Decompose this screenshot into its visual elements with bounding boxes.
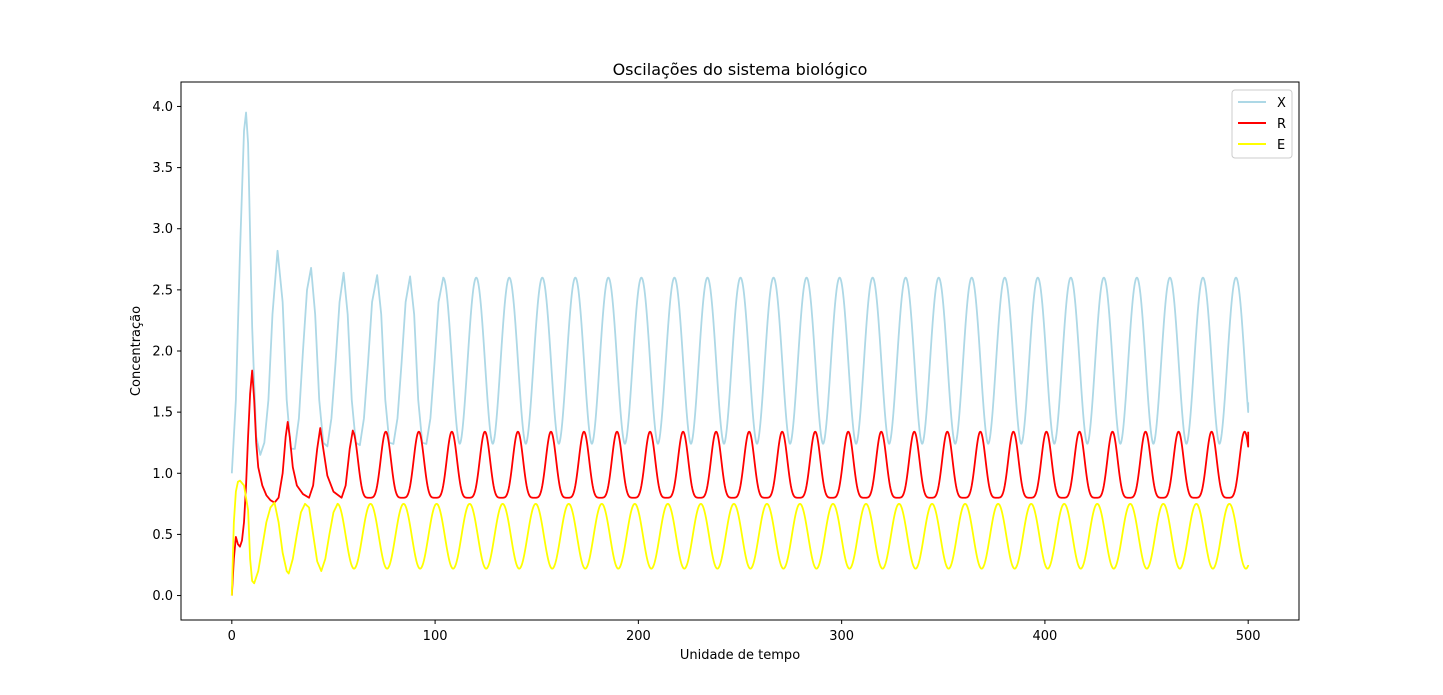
legend: XRE: [1231, 89, 1293, 159]
legend-label-x: X: [1277, 96, 1286, 111]
series-line-e: [230, 479, 1250, 596]
x-tick-label: 300: [829, 629, 854, 644]
x-tick-label: 200: [626, 629, 651, 644]
y-tick-label: 1.0: [152, 467, 173, 482]
y-tick-label: 2.5: [152, 283, 173, 298]
y-axis-label: Concentração: [129, 306, 144, 396]
x-tick-label: 0: [228, 629, 236, 644]
series-line-r: [230, 369, 1250, 596]
y-tick-label: 3.5: [152, 161, 173, 176]
x-axis-label: Unidade de tempo: [680, 648, 800, 663]
y-tick-label: 1.5: [152, 406, 173, 421]
legend-label-r: R: [1277, 117, 1286, 132]
x-tick-label: 100: [423, 629, 448, 644]
legend-label-e: E: [1277, 138, 1285, 153]
y-tick-label: 3.0: [152, 222, 173, 237]
y-tick-label: 0.5: [152, 528, 173, 543]
y-axis: 0.0 0.5 1.0 1.5 2.0 2.5 3.0 3.5 4.0: [152, 100, 181, 604]
x-tick-label: 400: [1032, 629, 1057, 644]
series-line-x: [230, 111, 1250, 474]
y-tick-label: 4.0: [152, 100, 173, 115]
chart-title: Oscilações do sistema biológico: [613, 60, 868, 79]
series-layer: [230, 111, 1250, 596]
y-tick-label: 2.0: [152, 345, 173, 360]
x-axis: 0 100 200 300 400 500: [228, 620, 1261, 644]
x-tick-label: 500: [1236, 629, 1261, 644]
y-tick-label: 0.0: [152, 589, 173, 604]
